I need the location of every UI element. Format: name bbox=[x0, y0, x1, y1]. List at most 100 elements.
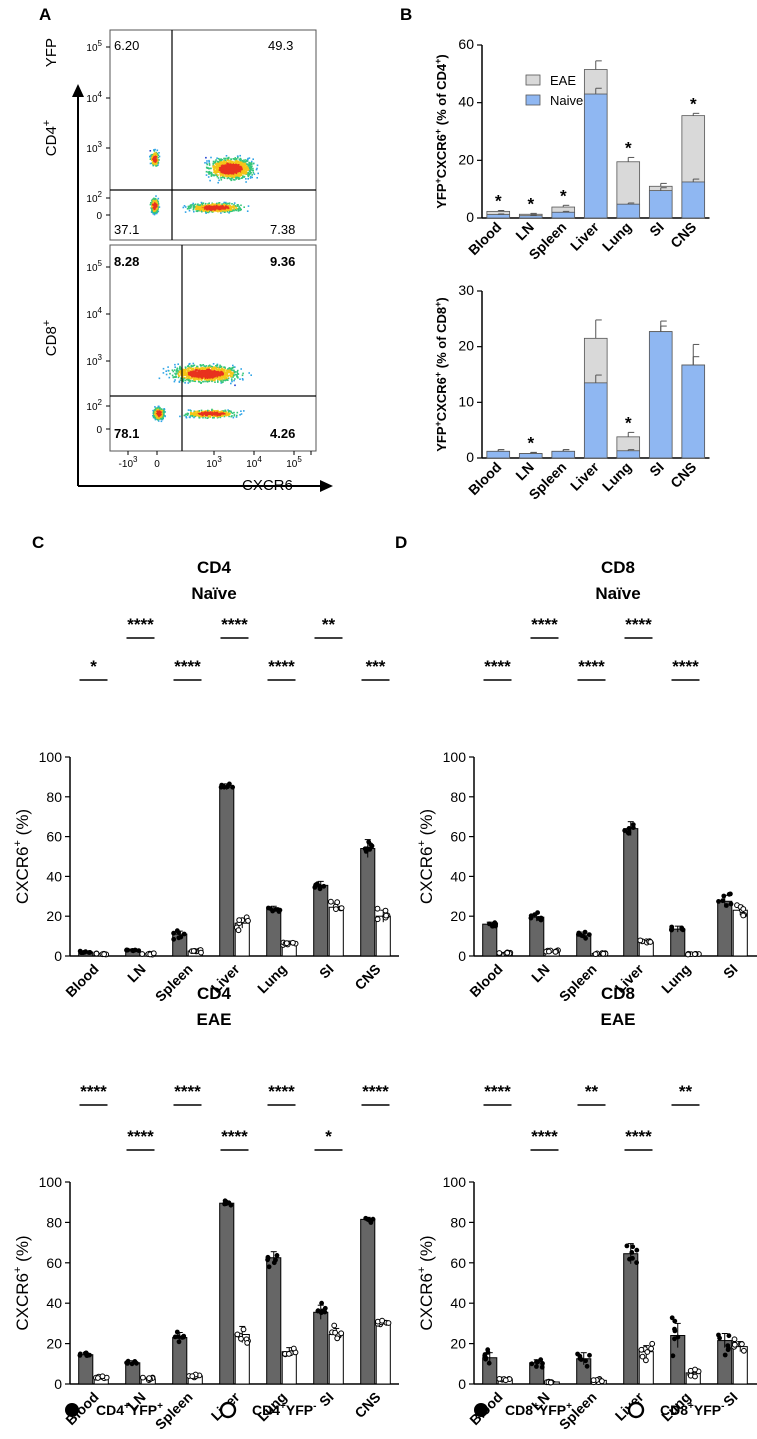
flow-dot bbox=[156, 163, 158, 165]
flow-dot bbox=[236, 416, 238, 418]
flow-dot bbox=[221, 412, 223, 414]
x-tick-label: Spleen bbox=[526, 459, 570, 503]
flow-dot bbox=[185, 206, 187, 208]
flow-dot bbox=[201, 202, 203, 204]
flow-dot bbox=[184, 382, 186, 384]
flow-dot bbox=[220, 366, 222, 368]
flow-dot bbox=[221, 203, 223, 205]
point-yfp-pos bbox=[130, 948, 135, 953]
point-yfp-neg bbox=[151, 951, 156, 956]
flow-dot bbox=[201, 413, 203, 415]
flow-dot bbox=[172, 369, 174, 371]
flow-dot bbox=[227, 377, 229, 379]
flow-dot bbox=[196, 374, 198, 376]
flow-dot bbox=[201, 374, 203, 376]
flow-dot bbox=[207, 204, 209, 206]
flow-dot bbox=[201, 367, 203, 369]
flow-dot bbox=[223, 206, 225, 208]
flow-dot bbox=[192, 416, 194, 418]
flow-dot bbox=[211, 381, 213, 383]
flow-dot bbox=[227, 211, 229, 213]
flow-dot bbox=[217, 206, 219, 208]
flow-dot bbox=[213, 380, 215, 382]
panel-label-c: C bbox=[32, 533, 44, 552]
flow-dot bbox=[227, 371, 229, 373]
flow-dot bbox=[236, 415, 238, 417]
y-tick-label: 0 bbox=[466, 209, 474, 225]
flow-dot bbox=[169, 373, 171, 375]
flow-plot-bottom bbox=[110, 245, 316, 451]
flow-dot bbox=[206, 376, 208, 378]
flow-dot bbox=[205, 203, 207, 205]
flow-dot bbox=[189, 417, 191, 419]
flow-dot bbox=[225, 210, 227, 212]
flow-dot bbox=[217, 167, 219, 169]
flow-dot bbox=[158, 198, 160, 200]
y-tick-label: 80 bbox=[46, 789, 62, 805]
point-yfp-pos bbox=[230, 785, 235, 790]
bar-naive bbox=[584, 383, 607, 458]
flow-dot bbox=[216, 410, 218, 412]
flow-dot bbox=[241, 175, 243, 177]
flow-dot bbox=[200, 371, 202, 373]
flow-dot bbox=[219, 373, 221, 375]
flow-dot bbox=[234, 385, 236, 387]
flow-dot bbox=[209, 410, 211, 412]
point-yfp-pos bbox=[171, 931, 176, 936]
point-yfp-neg bbox=[237, 918, 242, 923]
flow-dot bbox=[250, 177, 252, 179]
flow-dot bbox=[217, 412, 219, 414]
flow-dot bbox=[219, 165, 221, 167]
flow-dot bbox=[219, 377, 221, 379]
flow-dot bbox=[208, 374, 210, 376]
flow-dot bbox=[226, 158, 228, 160]
flow-xtick-label: 105 bbox=[286, 455, 302, 470]
flow-dot bbox=[215, 161, 217, 163]
flow-dot bbox=[213, 363, 215, 365]
flow-dot bbox=[213, 411, 215, 413]
flow-dot bbox=[196, 378, 198, 380]
flow-dot bbox=[221, 210, 223, 212]
point-yfp-neg bbox=[246, 918, 251, 923]
flow-dot bbox=[223, 167, 225, 169]
flow-dot bbox=[219, 169, 221, 171]
flow-dot bbox=[257, 173, 259, 175]
bar-yfp-pos bbox=[267, 909, 281, 956]
flow-dot bbox=[187, 208, 189, 210]
flow-dot bbox=[199, 208, 201, 210]
flow-dot bbox=[229, 211, 231, 213]
flow-dot bbox=[189, 207, 191, 209]
flow-dot bbox=[242, 373, 244, 375]
flow-ytick-label: 102 bbox=[86, 190, 102, 205]
flow-dot bbox=[238, 373, 240, 375]
flow-dot bbox=[222, 413, 224, 415]
flow-dot bbox=[213, 204, 215, 206]
flow-dot bbox=[231, 368, 233, 370]
flow-dot bbox=[236, 168, 238, 170]
legend-label-eae: EAE bbox=[550, 73, 576, 88]
flow-dot bbox=[187, 379, 189, 381]
flow-dot bbox=[236, 208, 238, 210]
flow-dot bbox=[211, 409, 213, 411]
flow-dot bbox=[229, 178, 231, 180]
flow-dot bbox=[206, 412, 208, 414]
point-yfp-neg bbox=[94, 951, 99, 956]
flow-dot bbox=[155, 195, 157, 197]
flow-xtick-label: -103 bbox=[119, 455, 138, 470]
flow-dot bbox=[238, 208, 240, 210]
flow-dot bbox=[223, 158, 225, 160]
x-tick-label: Liver bbox=[567, 458, 602, 493]
flow-dot bbox=[227, 173, 229, 175]
flow-dot bbox=[194, 377, 196, 379]
flow-dot bbox=[210, 172, 212, 174]
flow-dot bbox=[243, 206, 245, 208]
flow-dot bbox=[222, 369, 224, 371]
flow-dot bbox=[218, 161, 220, 163]
x-tick-label: Liver bbox=[567, 218, 602, 253]
flow-dot bbox=[227, 178, 229, 180]
flow-dot bbox=[226, 374, 228, 376]
flow-dot bbox=[175, 376, 177, 378]
flow-dot bbox=[191, 369, 193, 371]
flow-dot bbox=[229, 207, 231, 209]
